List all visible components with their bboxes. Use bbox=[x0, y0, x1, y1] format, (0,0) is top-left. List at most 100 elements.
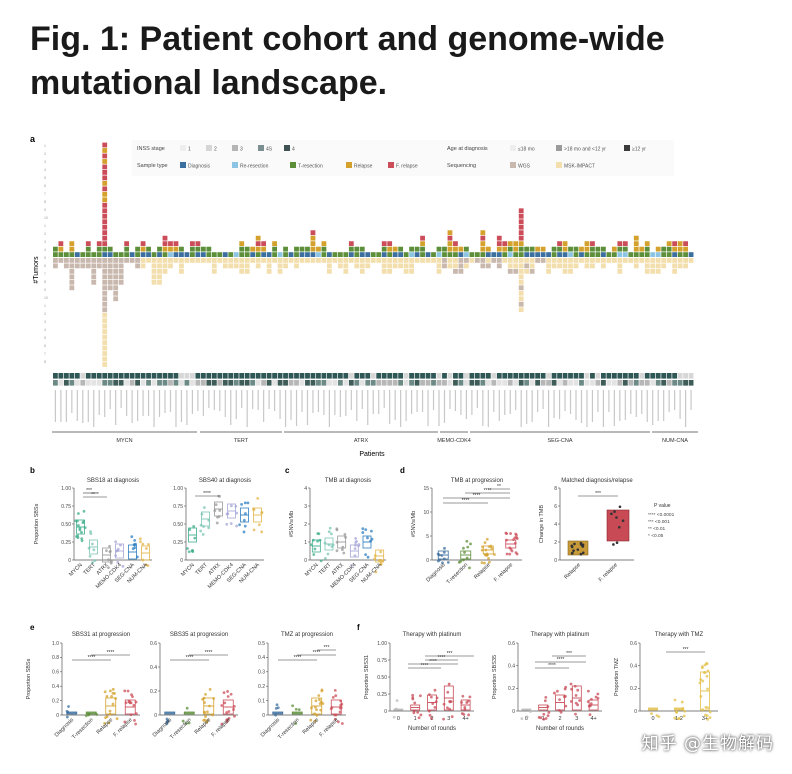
data-point bbox=[187, 550, 191, 554]
annotation-cell bbox=[601, 380, 606, 386]
stack-square bbox=[294, 263, 299, 269]
stack-square bbox=[190, 246, 195, 252]
data-point bbox=[109, 689, 112, 693]
data-point bbox=[570, 687, 574, 691]
significance-label: **** bbox=[313, 650, 321, 656]
stack-square bbox=[672, 258, 678, 263]
y-tick-label: 1.0 bbox=[52, 641, 59, 647]
stack-square bbox=[551, 258, 557, 263]
stack-square bbox=[102, 252, 108, 257]
annotation-cell bbox=[129, 380, 135, 386]
stack-square bbox=[124, 241, 130, 247]
stack-square bbox=[557, 252, 562, 257]
data-point bbox=[706, 669, 710, 673]
data-point bbox=[433, 706, 437, 709]
data-point bbox=[467, 713, 471, 717]
stack-square bbox=[327, 268, 332, 274]
annotation-cell bbox=[524, 373, 530, 379]
stack-square bbox=[672, 268, 678, 274]
annotation-cell bbox=[480, 373, 486, 379]
legend-item-label: F. relapse bbox=[396, 164, 418, 170]
data-point bbox=[242, 518, 246, 522]
stack-square bbox=[453, 263, 458, 269]
annotation-cell bbox=[485, 380, 491, 386]
stack-square bbox=[244, 252, 250, 257]
significance-label: **** bbox=[421, 663, 429, 669]
stack-square bbox=[359, 252, 365, 257]
stack-square bbox=[195, 241, 201, 247]
data-point bbox=[319, 559, 323, 563]
stack-square bbox=[58, 246, 64, 252]
stack-square bbox=[518, 246, 524, 252]
stack-square bbox=[168, 263, 173, 269]
annotation-cell bbox=[266, 373, 272, 379]
stack-square bbox=[162, 268, 168, 274]
data-point bbox=[572, 549, 575, 552]
stack-square bbox=[518, 290, 524, 296]
data-point bbox=[311, 538, 315, 542]
annotation-cell bbox=[431, 380, 436, 386]
stack-square bbox=[255, 258, 261, 263]
data-point bbox=[320, 689, 324, 693]
stack-square bbox=[195, 246, 201, 252]
stack-square bbox=[85, 258, 91, 263]
stack-square bbox=[502, 241, 508, 247]
stack-square bbox=[491, 252, 497, 257]
data-point bbox=[341, 545, 345, 549]
stack-square bbox=[310, 230, 316, 236]
stack-square bbox=[387, 246, 393, 252]
stack-square bbox=[529, 258, 535, 263]
y-tick-label: 0.6 bbox=[52, 670, 59, 676]
data-point bbox=[339, 699, 343, 703]
x-category-label: MYCN bbox=[180, 562, 196, 578]
annotation-cell bbox=[337, 373, 343, 379]
y-tick-label: 6 bbox=[44, 184, 46, 188]
stack-square bbox=[672, 246, 678, 252]
stack-square bbox=[310, 241, 316, 247]
stack-square bbox=[518, 301, 524, 307]
annotation-cell bbox=[601, 373, 606, 379]
stack-square bbox=[365, 263, 371, 269]
data-point bbox=[615, 541, 619, 545]
stack-square bbox=[277, 252, 283, 257]
stack-square bbox=[688, 258, 694, 263]
stack-square bbox=[244, 246, 250, 252]
stack-square bbox=[518, 274, 524, 280]
y-tick-label: 0.50 bbox=[61, 522, 71, 528]
y-tick-label: 0.3 bbox=[258, 670, 265, 676]
stack-square bbox=[113, 258, 119, 263]
stack-square bbox=[617, 252, 623, 257]
stack-square bbox=[69, 246, 75, 252]
data-point bbox=[508, 552, 512, 556]
stack-square bbox=[381, 258, 387, 263]
annotation-cell bbox=[672, 373, 678, 379]
stack-square bbox=[513, 263, 519, 269]
stack-square bbox=[102, 323, 108, 329]
panel-d-plot: 0 2 4 6 8 Matched diagnosis/relapse Change in … bbox=[539, 478, 634, 583]
stack-square bbox=[69, 285, 75, 291]
data-point bbox=[468, 566, 471, 570]
stack-square bbox=[343, 268, 349, 274]
data-point bbox=[105, 715, 109, 718]
annotation-cell bbox=[458, 380, 464, 386]
stack-square bbox=[513, 258, 519, 263]
stack-square bbox=[343, 252, 349, 257]
data-point bbox=[576, 548, 580, 551]
annotation-cell bbox=[611, 373, 617, 379]
stack-square bbox=[359, 258, 365, 263]
data-point bbox=[394, 707, 398, 711]
annotation-cell bbox=[96, 380, 102, 386]
group-label: NUM-CNA bbox=[662, 438, 688, 444]
data-point bbox=[232, 704, 236, 708]
stack-square bbox=[458, 246, 464, 252]
data-point bbox=[413, 701, 417, 705]
stack-square bbox=[348, 241, 354, 247]
data-point bbox=[440, 554, 444, 557]
stack-square bbox=[524, 252, 530, 257]
significance-label: **** bbox=[473, 493, 481, 499]
stack-square bbox=[601, 258, 606, 263]
annotation-cell bbox=[431, 373, 436, 379]
data-point bbox=[318, 538, 322, 542]
stack-square bbox=[200, 252, 206, 257]
x-axis-title: Number of rounds bbox=[536, 726, 584, 732]
